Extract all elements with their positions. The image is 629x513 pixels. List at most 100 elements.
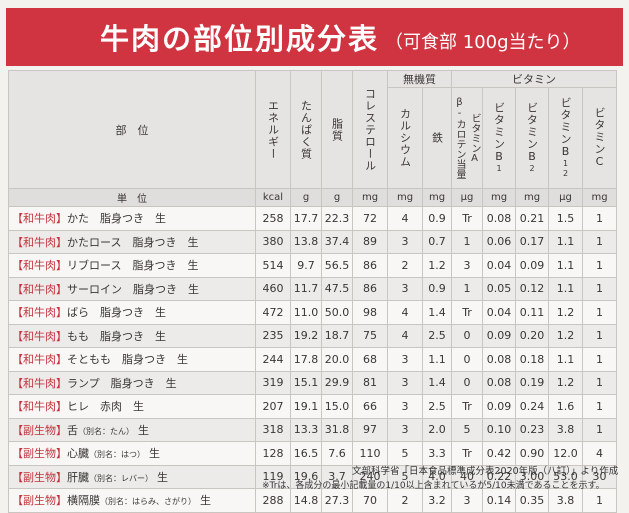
unit-cell: μg (548, 188, 583, 207)
value-cell: Tr (451, 394, 483, 419)
category-tag: 【副生物】 (12, 470, 67, 484)
value-cell: 3.8 (548, 488, 583, 513)
value-cell: 3 (451, 488, 483, 513)
value-cell: 53.0 (548, 464, 583, 489)
value-cell: Tr (451, 300, 483, 325)
category-tag: 【和牛肉】 (12, 212, 67, 226)
category-tag: 【副生物】 (12, 447, 67, 461)
value-cell: 1 (582, 300, 617, 325)
value-cell: 0.08 (482, 347, 516, 372)
unit-cell: mg (352, 188, 388, 207)
header-vitamins: ビタミン (451, 70, 617, 88)
part-name: かたロース 脂身つき 生 (67, 235, 199, 249)
value-cell: 0.11 (515, 300, 549, 325)
value-cell: 3.7 (321, 464, 353, 489)
value-cell: 1.2 (422, 253, 452, 278)
value-cell: 0.7 (422, 229, 452, 254)
value-cell: 0.09 (515, 253, 549, 278)
value-cell: 5 (451, 417, 483, 442)
value-cell: 110 (352, 441, 388, 466)
part-name: かた 脂身つき 生 (67, 212, 166, 226)
value-cell: 1 (582, 394, 617, 419)
value-cell: 380 (255, 229, 291, 254)
value-cell: 3 (387, 276, 423, 301)
page-subtitle: （可食部 100g当たり） (385, 32, 581, 53)
value-cell: 235 (255, 323, 291, 348)
header-vitamin-c: ビタミンC (582, 87, 617, 189)
value-cell: 1.2 (548, 370, 583, 395)
row-name: 【副生物】横隔膜（別名：はらみ、さがり） 生 (8, 488, 256, 513)
table-row: 【副生物】舌（別名：たん） 生 318 13.3 31.8 97 3 2.0 5 0.10 0.23… (8, 417, 617, 442)
value-cell: 22.3 (321, 206, 353, 231)
header-minerals: 無機質 (387, 70, 452, 88)
value-cell: 56.5 (321, 253, 353, 278)
part-name: リブロース 脂身つき 生 (67, 259, 199, 273)
value-cell: 89 (352, 229, 388, 254)
value-cell: 0.09 (482, 323, 516, 348)
value-cell: 70 (352, 488, 388, 513)
part-name: 肝臓 (67, 470, 89, 484)
tr-footnote: ※Trは、各成分の最小記載量の1/10以上含まれているが5/10未満であることを… (262, 481, 605, 491)
value-cell: 0.14 (482, 488, 516, 513)
part-name: もも 脂身つき 生 (67, 329, 166, 343)
value-cell: 4 (387, 300, 423, 325)
value-cell: Tr (451, 441, 483, 466)
value-cell: 14.8 (290, 488, 322, 513)
value-cell: 1.4 (422, 370, 452, 395)
value-cell: 3 (387, 417, 423, 442)
value-cell: 13.3 (290, 417, 322, 442)
value-cell: 0.08 (482, 206, 516, 231)
state-label: 生 (149, 447, 160, 461)
part-name: サーロイン 脂身つき 生 (67, 282, 199, 296)
source-note: 文部科学省「日本食品標準成分表2020年版（八訂）」より作成 (352, 466, 619, 477)
state-label: 生 (157, 470, 168, 484)
row-name: 【副生物】心臓（別名：はつ） 生 (8, 441, 256, 466)
value-cell: 3 (387, 394, 423, 419)
table-row: 【和牛肉】ばら 脂身つき 生 472 11.0 50.0 98 4 1.4 Tr 0.04 0.1… (8, 300, 617, 325)
value-cell: 3.3 (422, 441, 452, 466)
unit-row: 単 位 kcal g g mg mg mg μg mg mg μg mg (8, 188, 617, 207)
table-row: 【和牛肉】ヒレ 赤肉 生 207 19.1 15.0 66 3 2.5 Tr 0.09 0.24 1… (8, 394, 617, 419)
nutrition-table: 部 位 エネルギー たんぱく質 脂質 コレステロール 無機質 ビタミン カルシウ… (8, 70, 617, 513)
header-protein: たんぱく質 (290, 70, 322, 189)
value-cell: 4 (582, 441, 617, 466)
table-row: 【和牛肉】かた 脂身つき 生 258 17.7 22.3 72 4 0.9 Tr 0.08 0.2… (8, 206, 617, 231)
value-cell: 4.0 (422, 464, 452, 489)
table-row: 【和牛肉】かたロース 脂身つき 生 380 13.8 37.4 89 3 0.7 1 0.06 0… (8, 229, 617, 254)
value-cell: 207 (255, 394, 291, 419)
value-cell: 0.18 (515, 347, 549, 372)
header-vitamin-b1: ビタミンB1 (482, 87, 516, 189)
value-cell: 0.9 (422, 276, 452, 301)
value-cell: 119 (255, 464, 291, 489)
table-row: 【副生物】心臓（別名：はつ） 生 128 16.5 7.6 110 5 3.3 Tr 0.42 0.… (8, 441, 617, 466)
row-name: 【和牛肉】ヒレ 赤肉 生 (8, 394, 256, 419)
value-cell: 0.9 (422, 206, 452, 231)
part-name: ばら 脂身つき 生 (67, 306, 166, 320)
value-cell: 472 (255, 300, 291, 325)
value-cell: 1 (582, 370, 617, 395)
value-cell: 0.20 (515, 323, 549, 348)
value-cell: 86 (352, 276, 388, 301)
value-cell: 27.3 (321, 488, 353, 513)
value-cell: 3 (387, 229, 423, 254)
header-vitamin-b2: ビタミンB2 (515, 87, 549, 189)
state-label: 生 (138, 423, 149, 437)
value-cell: 0.19 (515, 370, 549, 395)
value-cell: 1.1 (548, 347, 583, 372)
table-row: 【和牛肉】ランプ 脂身つき 生 319 15.1 29.9 81 3 1.4 0 0.08 0.1… (8, 370, 617, 395)
value-cell: 18.7 (321, 323, 353, 348)
value-cell: 319 (255, 370, 291, 395)
table-row: 【和牛肉】サーロイン 脂身つき 生 460 11.7 47.5 86 3 0.9 1 0.05 0… (8, 276, 617, 301)
unit-cell: mg (482, 188, 516, 207)
value-cell: 0 (451, 347, 483, 372)
value-cell: 86 (352, 253, 388, 278)
value-cell: 29.9 (321, 370, 353, 395)
value-cell: 20.0 (321, 347, 353, 372)
value-cell: 1 (582, 253, 617, 278)
part-name: 心臓 (67, 447, 89, 461)
table-row: 【和牛肉】そともも 脂身つき 生 244 17.8 20.0 68 3 1.1 0 0.08 0.… (8, 347, 617, 372)
row-name: 【和牛肉】かた 脂身つき 生 (8, 206, 256, 231)
category-tag: 【和牛肉】 (12, 329, 67, 343)
value-cell: 1.1 (422, 347, 452, 372)
value-cell: 4 (387, 323, 423, 348)
